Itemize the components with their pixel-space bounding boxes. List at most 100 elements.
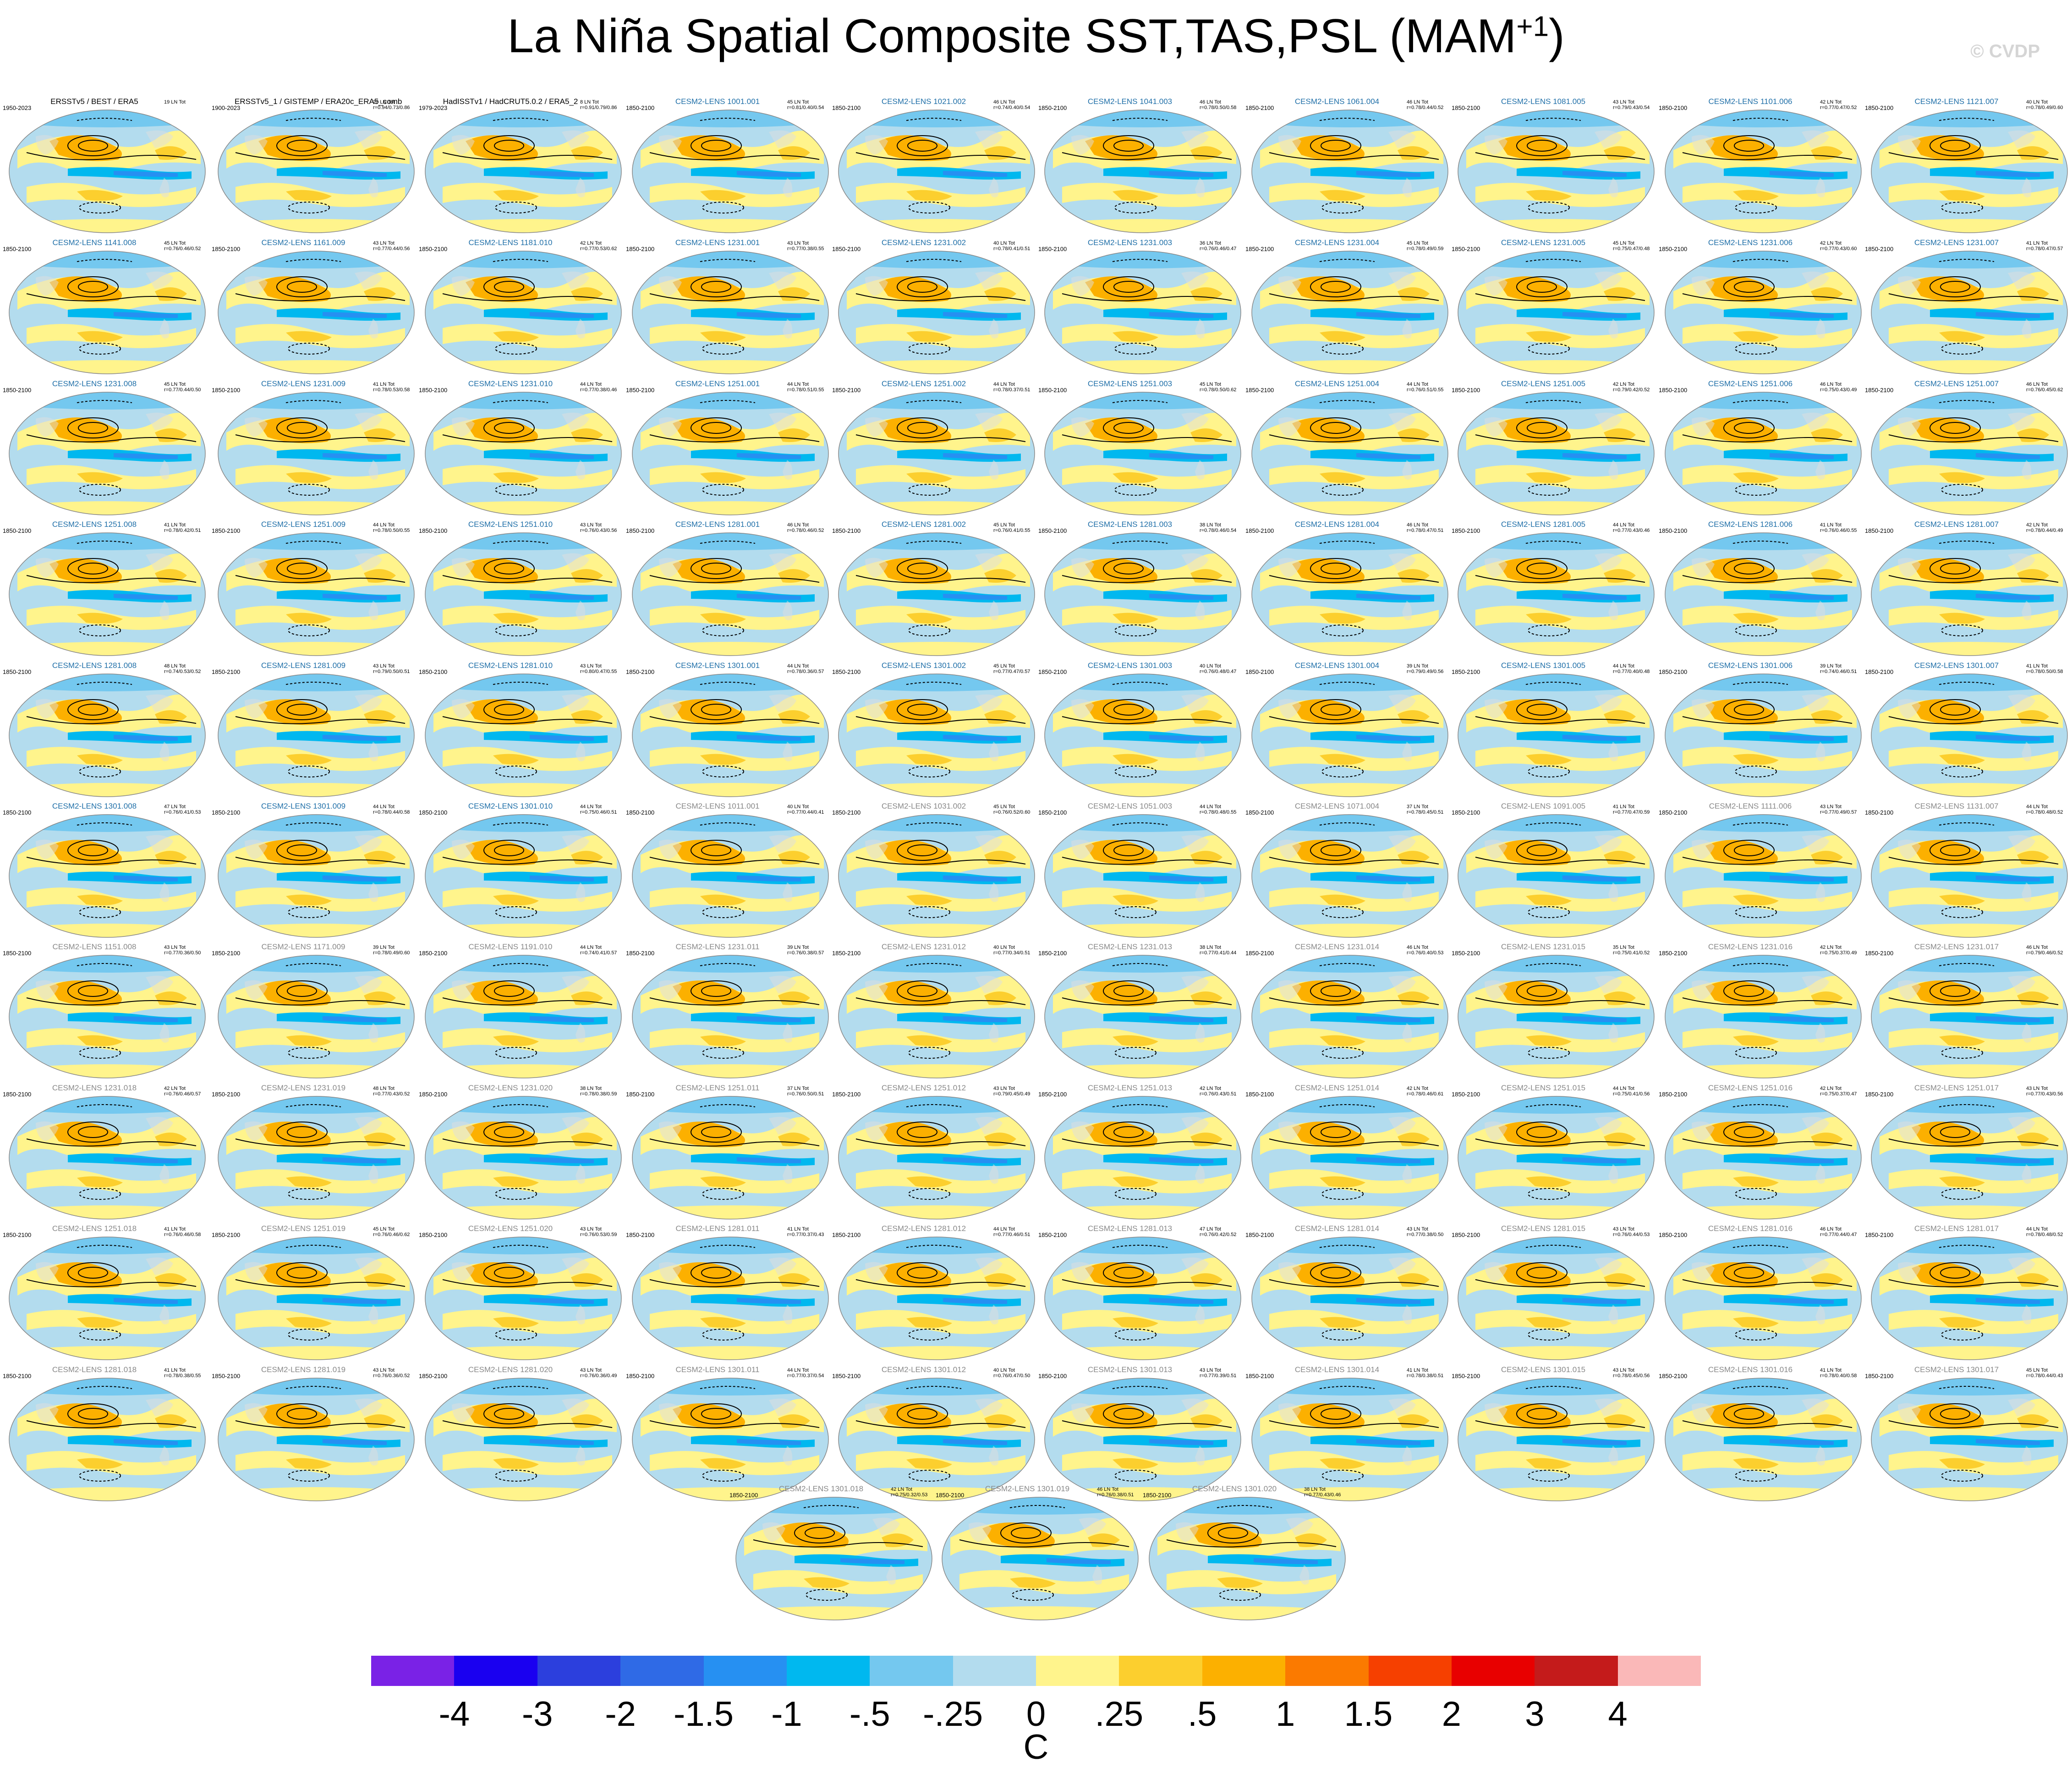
map-panel: CESM2-LENS 1281.010 1850-2100 43 LN Tot r=… [419,661,626,799]
panel-title: CESM2-LENS 1051.003 [1087,802,1173,810]
panel-stats: 44 LN Tot r=0.78/0.51/0.55 [787,382,824,393]
panel-stats: 45 LN Tot r=0.76/0.52/0.60 [993,804,1031,815]
panel-stats: 19 LN Tot [164,99,186,105]
map-panel: CESM2-LENS 1301.001 1850-2100 44 LN Tot r=… [626,661,833,799]
map-panel: CESM2-LENS 1251.001 1850-2100 44 LN Tot r=… [626,379,833,517]
panel-years: 1850-2100 [1245,246,1274,252]
map-panel: CESM2-LENS 1301.014 1850-2100 41 LN Tot r=… [1245,1365,1453,1503]
panel-stats: 43 LN Tot r=0.78/0.45/0.56 [1613,1368,1650,1379]
panel-stats: 39 LN Tot r=0.76/0.38/0.57 [787,945,824,956]
panel-title: CESM2-LENS 1231.007 [1914,238,1999,247]
panel-stats: 39 LN Tot r=0.74/0.46/0.51 [1820,663,1857,674]
panel-years: 1850-2100 [1659,809,1688,816]
panel-years: 1850-2100 [1245,950,1274,957]
panel-years: 1850-2100 [3,950,32,957]
panel-stats: 46 LN Tot r=0.77/0.44/0.47 [1820,1226,1857,1237]
map-panel: CESM2-LENS 1281.005 1850-2100 44 LN Tot r=… [1452,520,1659,657]
map-panel: CESM2-LENS 1281.003 1850-2100 38 LN Tot r=… [1038,520,1245,657]
colorbar-segment [786,1656,870,1686]
panel-stats: 42 LN Tot r=0.77/0.53/0.62 [580,241,617,252]
panel-stats: 45 LN Tot r=0.78/0.50/0.62 [1200,382,1237,393]
map-plot [1044,1378,1241,1501]
map-panel: CESM2-LENS 1281.013 1850-2100 47 LN Tot r=… [1038,1224,1245,1362]
panel-stats: 43 LN Tot r=0.77/0.39/0.51 [1200,1368,1237,1379]
map-plot [1251,1096,1448,1220]
panel-stats: 46 LN Tot r=0.76/0.40/0.53 [1407,945,1444,956]
panel-title: CESM2-LENS 1281.015 [1501,1224,1586,1233]
colorbar-tick-label: -.5 [849,1695,890,1734]
panel-title: CESM2-LENS 1231.004 [1294,238,1380,247]
map-plot [1665,1237,1862,1360]
panel-stats: 41 LN Tot r=0.78/0.38/0.51 [1407,1368,1444,1379]
colorbar-tick-label: 3 [1525,1695,1545,1734]
panel-title: CESM2-LENS 1301.008 [52,802,137,810]
colorbar-tick-label: 1.5 [1344,1695,1393,1734]
panel-title: CESM2-LENS 1231.013 [1087,942,1173,951]
map-panel: CESM2-LENS 1301.002 1850-2100 45 LN Tot r=… [832,661,1039,799]
panel-title: CESM2-LENS 1281.002 [881,520,966,529]
map-panel: CESM2-LENS 1251.019 1850-2100 45 LN Tot r=… [212,1224,419,1362]
panel-title: CESM2-LENS 1251.014 [1294,1084,1380,1092]
panel-stats: 8 LN Tot r=0.91/0.79/0.86 [580,99,617,110]
panel-years: 1850-2100 [3,1231,32,1238]
panel-stats: 44 LN Tot r=0.77/0.46/0.51 [993,1226,1031,1237]
panel-title: CESM2-LENS 1301.004 [1294,661,1380,670]
panel-years: 1850-2100 [626,104,655,111]
panel-title: CESM2-LENS 1231.002 [881,238,966,247]
colorbar-segment [1036,1656,1119,1686]
map-panel: CESM2-LENS 1061.004 1850-2100 46 LN Tot r=… [1245,97,1453,235]
map-plot [218,1096,415,1220]
colorbar-segment [1535,1656,1618,1686]
map-plot [1871,955,2068,1078]
panel-stats: 39 LN Tot r=0.78/0.49/0.60 [373,945,410,956]
panel-stats: 45 LN Tot r=0.76/0.41/0.55 [993,522,1031,533]
panel-stats: 38 LN Tot r=0.78/0.38/0.59 [580,1086,617,1097]
colorbar-tick-label: 0 [1026,1695,1046,1734]
map-panel: CESM2-LENS 1281.015 1850-2100 43 LN Tot r=… [1452,1224,1659,1362]
panel-stats: 46 LN Tot r=0.79/0.46/0.52 [2026,945,2063,956]
panel-years: 1850-2100 [419,387,448,394]
panel-title: CESM2-LENS 1231.015 [1501,942,1586,951]
map-panel: CESM2-LENS 1231.012 1850-2100 40 LN Tot r=… [832,942,1039,1080]
panel-title: CESM2-LENS 1281.020 [468,1365,553,1374]
panel-title: CESM2-LENS 1301.013 [1087,1365,1173,1374]
map-plot [1251,1237,1448,1360]
panel-title: CESM2-LENS 1281.012 [881,1224,966,1233]
map-plot [1458,1378,1655,1501]
panel-title: CESM2-LENS 1191.010 [468,942,553,951]
panel-stats: 42 LN Tot r=0.79/0.42/0.52 [1613,382,1650,393]
panel-stats: 41 LN Tot r=0.78/0.40/0.58 [1820,1368,1857,1379]
panel-years: 1850-2100 [1865,1373,1894,1379]
panel-stats: 40 LN Tot r=0.76/0.47/0.50 [993,1368,1031,1379]
panel-stats: 37 LN Tot r=0.78/0.45/0.51 [1407,804,1444,815]
panel-stats: 43 LN Tot r=0.79/0.43/0.54 [1613,99,1650,110]
colorbar [371,1656,1701,1686]
panel-title: CESM2-LENS 1281.013 [1087,1224,1173,1233]
panel-title: CESM2-LENS 1281.016 [1708,1224,1793,1233]
map-plot [425,392,622,515]
map-plot [838,251,1035,374]
panel-years: 1850-2100 [1659,387,1688,394]
panel-title: CESM2-LENS 1301.011 [675,1365,760,1374]
panel-title: CESM2-LENS 1251.013 [1087,1084,1173,1092]
map-panel: CESM2-LENS 1251.002 1850-2100 44 LN Tot r=… [832,379,1039,517]
map-plot [425,251,622,374]
panel-stats: 44 LN Tot r=0.78/0.44/0.58 [373,804,410,815]
panel-title: CESM2-LENS 1081.005 [1501,97,1586,106]
panel-years: 1850-2100 [832,1091,861,1098]
map-panel: CESM2-LENS 1281.012 1850-2100 44 LN Tot r=… [832,1224,1039,1362]
panel-stats: 45 LN Tot r=0.76/0.46/0.52 [164,241,201,252]
panel-years: 1850-2100 [832,1373,861,1379]
map-panel: CESM2-LENS 1301.017 1850-2100 45 LN Tot r=… [1865,1365,2072,1503]
panel-stats: 42 LN Tot r=0.77/0.47/0.52 [1820,99,1857,110]
panel-title: CESM2-LENS 1281.017 [1914,1224,1999,1233]
panel-years: 1850-2100 [419,1091,448,1098]
map-plot [1871,814,2068,938]
map-panel: CESM2-LENS 1231.008 1850-2100 45 LN Tot r=… [3,379,210,517]
map-panel: CESM2-LENS 1231.019 1850-2100 48 LN Tot r=… [212,1084,419,1221]
panel-stats: 44 LN Tot r=0.75/0.46/0.51 [580,804,617,815]
panel-stats: 42 LN Tot r=0.77/0.43/0.60 [1820,241,1857,252]
panel-years: 1850-2100 [3,387,32,394]
colorbar-tick-label: -3 [521,1695,553,1734]
map-plot [1871,392,2068,515]
